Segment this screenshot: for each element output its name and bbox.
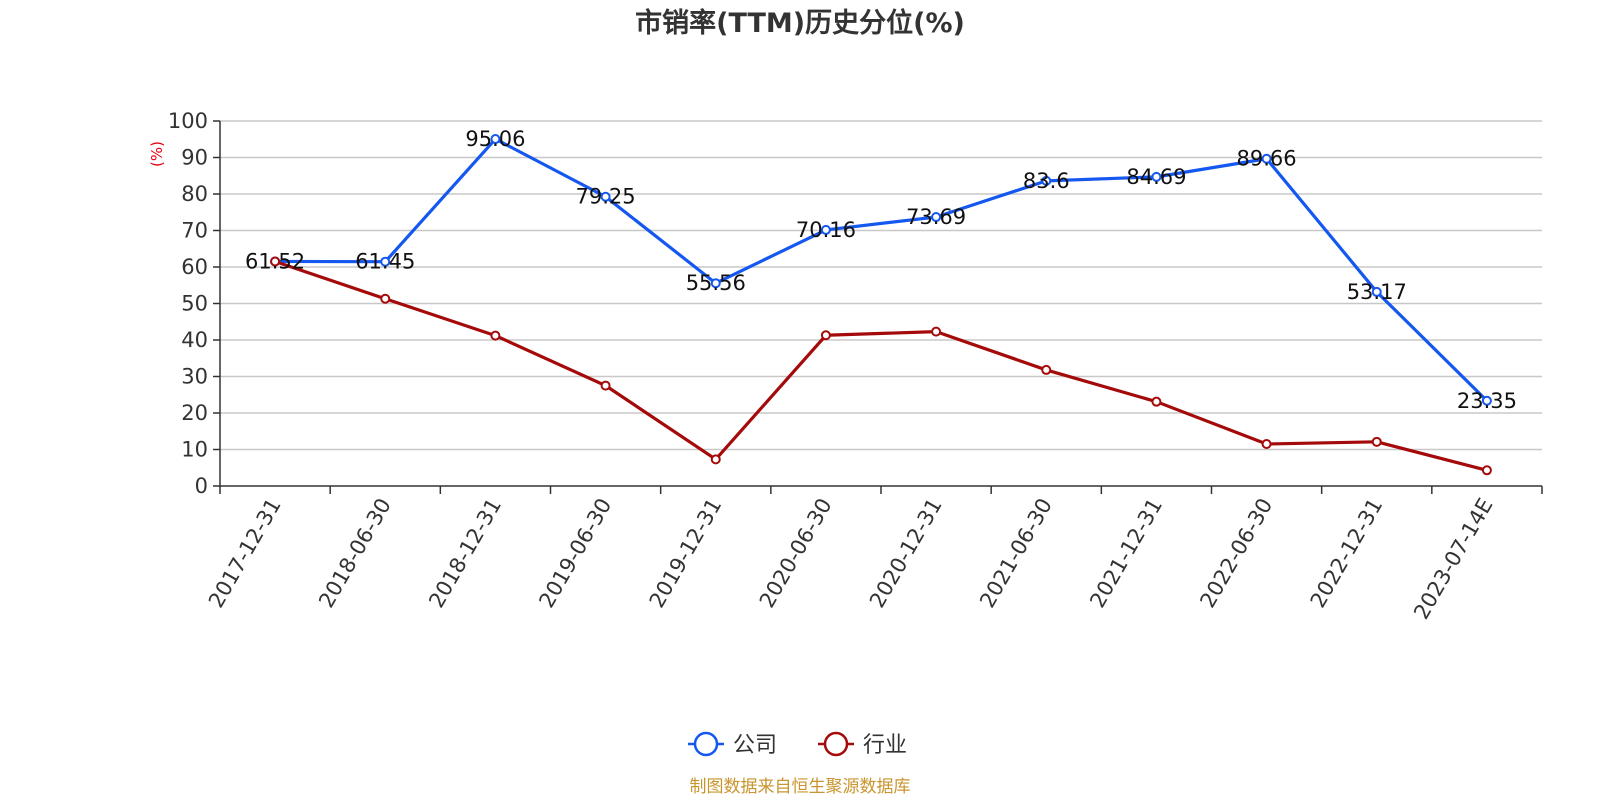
data-label: 79.25 [576,185,636,209]
y-tick-labels: 0 10 20 30 40 50 60 70 80 90 100 [168,109,208,498]
y-tick-label: 80 [181,182,208,206]
data-label: 70.16 [796,218,856,242]
chart-title: 市销率(TTM)历史分位(%) [635,7,965,39]
data-point [600,191,611,202]
data-point [1261,439,1272,450]
source-note: 制图数据来自恒生聚源数据库 [690,777,911,797]
x-tick-label: 2023-07-14E [1409,494,1497,623]
data-label: 53.17 [1347,280,1407,304]
y-tick-label: 50 [181,292,208,316]
y-tick-label: 60 [181,255,208,279]
data-point [1371,286,1382,297]
y-tick-label: 20 [181,401,208,425]
data-label: 83.6 [1023,169,1070,193]
y-tick-label: 10 [181,438,208,462]
data-point [380,256,391,267]
legend-marker [823,731,849,757]
data-label: 73.69 [906,205,966,229]
x-tick-label: 2018-12-31 [424,494,506,612]
data-point [270,256,281,267]
data-point [931,212,942,223]
data-label: 55.56 [686,271,746,295]
y-tick-label: 100 [168,109,208,133]
x-tick-label: 2021-06-30 [975,494,1057,612]
data-point [490,330,501,341]
data-point [1481,465,1492,476]
data-point [600,380,611,391]
x-tick-label: 2022-06-30 [1195,494,1277,612]
x-tick-labels: 2017-12-31 2018-06-30 2018-12-31 2019-06-30… [204,494,1498,623]
y-tick-label: 70 [181,219,208,243]
data-label: 89.66 [1237,147,1297,171]
data-point [710,454,721,465]
data-label: 61.45 [355,250,415,274]
series-lines [270,134,1492,476]
legend-item-industry[interactable]: 行业 [818,731,907,758]
legend-label: 公司 [733,733,777,758]
data-point [1041,364,1052,375]
y-tick-label: 30 [181,365,208,389]
data-point [820,224,831,235]
data-point [1151,171,1162,182]
x-tick-label: 2020-12-31 [865,494,947,612]
data-labels: 61.52 61.45 95.06 79.25 55.56 70.16 73.69 83.6 8… [245,127,1517,413]
data-point [1481,395,1492,406]
y-axis-label: (%) [148,141,166,167]
x-tick-label: 2020-06-30 [755,494,837,612]
series-line-industry [274,260,1488,472]
y-tick-label: 40 [181,328,208,352]
y-tick-label: 90 [181,146,208,170]
data-label: 84.69 [1126,165,1186,189]
y-tick-label: 0 [195,474,208,498]
legend-marker [693,731,719,757]
data-point [1261,153,1272,164]
data-point [1151,396,1162,407]
x-tick-label: 2022-12-31 [1306,494,1388,612]
data-point [710,278,721,289]
data-label: 23.35 [1457,389,1517,413]
data-point [380,293,391,304]
data-point [931,326,942,337]
legend: 公司 行业 [688,731,907,758]
x-tick-label: 2021-12-31 [1085,494,1167,612]
x-tick-label: 2019-06-30 [534,494,616,612]
data-point [1041,175,1052,186]
data-label: 61.52 [245,249,305,273]
legend-label: 行业 [863,733,907,758]
data-label: 95.06 [465,127,525,151]
x-tick-label: 2018-06-30 [314,494,396,612]
data-point [820,330,831,341]
data-point [490,134,501,145]
legend-item-company[interactable]: 公司 [688,731,777,758]
data-point [1371,436,1382,447]
axes [213,120,1543,494]
grid-lines [220,120,1542,451]
x-tick-label: 2017-12-31 [204,494,286,612]
x-tick-label: 2019-12-31 [645,494,727,612]
series-line-company [275,137,1489,402]
